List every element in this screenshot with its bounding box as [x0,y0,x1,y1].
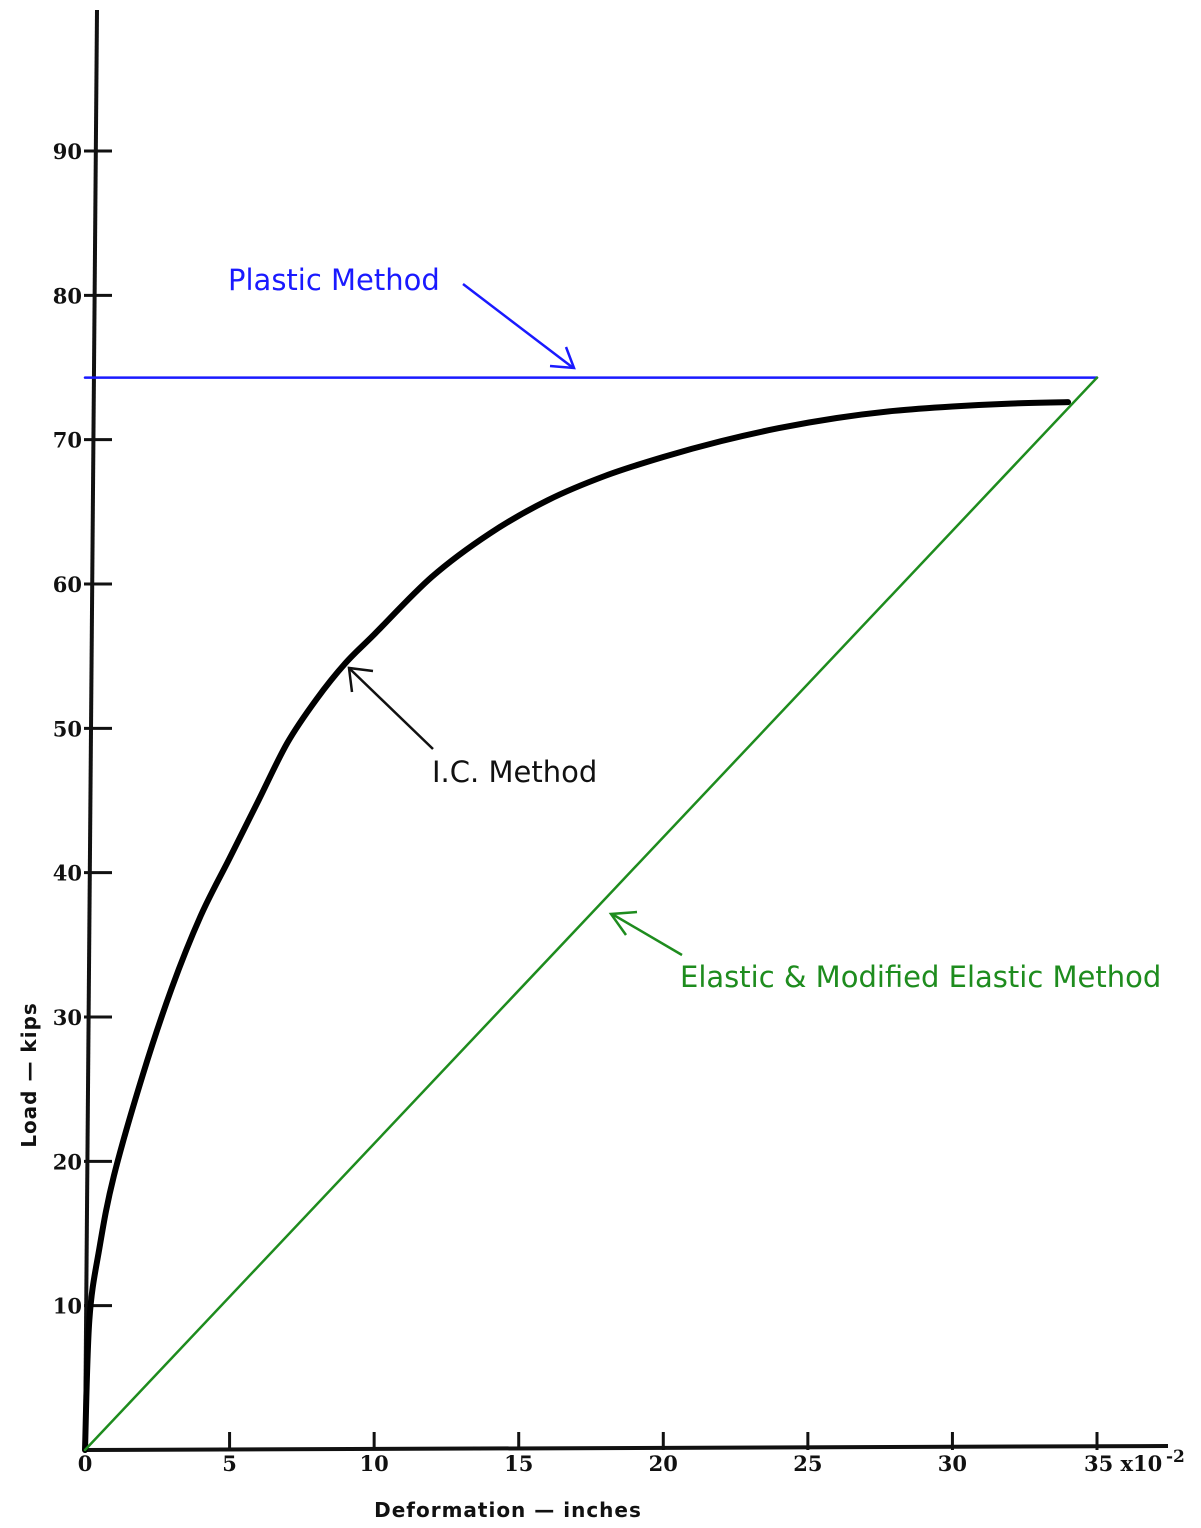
x-tick-label-20: 20 [649,1451,678,1476]
y-tick-label-80: 80 [53,283,82,308]
x-tick-label-0: 0 [78,1451,93,1476]
x-tick-label-30: 30 [938,1451,967,1476]
y-axis [83,9,99,1451]
y-tick-label-70: 70 [53,428,82,453]
series-line-elastic-modified-elastic-method [83,376,1099,1452]
x-axis [84,1444,1169,1452]
annotation-plastic-method: Plastic Method [228,263,440,297]
x-scale-label: 35 x10 [1084,1451,1162,1476]
x-scale-exponent: -2 [1166,1447,1185,1467]
y-tick-label-60: 60 [53,572,82,597]
annotation-elastic-method-arrow [611,912,683,957]
y-tick-label-40: 40 [53,861,82,886]
y-ticks: 10 20 30 40 50 60 70 80 90 [53,139,112,1319]
x-ticks: 0 5 10 15 20 25 30 [78,1432,1099,1476]
x-tick-label-15: 15 [504,1451,533,1476]
series-layer [82,376,1099,1453]
y-tick-label-20: 20 [53,1149,82,1174]
annotation-plastic-method-arrowhead [549,346,576,370]
annotation-ic-method: I.C. Method [432,755,597,789]
x-tick-label-5: 5 [222,1451,237,1476]
x-tick-label-25: 25 [793,1451,822,1476]
y-tick-label-30: 30 [53,1005,82,1030]
y-tick-label-50: 50 [53,716,82,741]
series-line-i-c-method [82,399,1072,1453]
annotation-ic-method-arrow [349,668,434,750]
annotation-ic-method-arrowhead [347,666,374,693]
y-tick-label-90: 90 [53,139,82,164]
axes [83,9,1169,1452]
y-axis-title: Load — kips [17,1002,41,1148]
x-axis-title: Deformation — inches [374,1498,642,1522]
annotation-elastic-method: Elastic & Modified Elastic Method [680,960,1161,994]
annotation-elastic-method-arrowhead [608,910,638,936]
y-tick-label-10: 10 [53,1294,82,1319]
annotations: Plastic Method I.C. Method Elastic & Mod… [228,263,1161,994]
x-tick-label-10: 10 [360,1451,389,1476]
annotation-plastic-method-arrow [462,283,573,368]
